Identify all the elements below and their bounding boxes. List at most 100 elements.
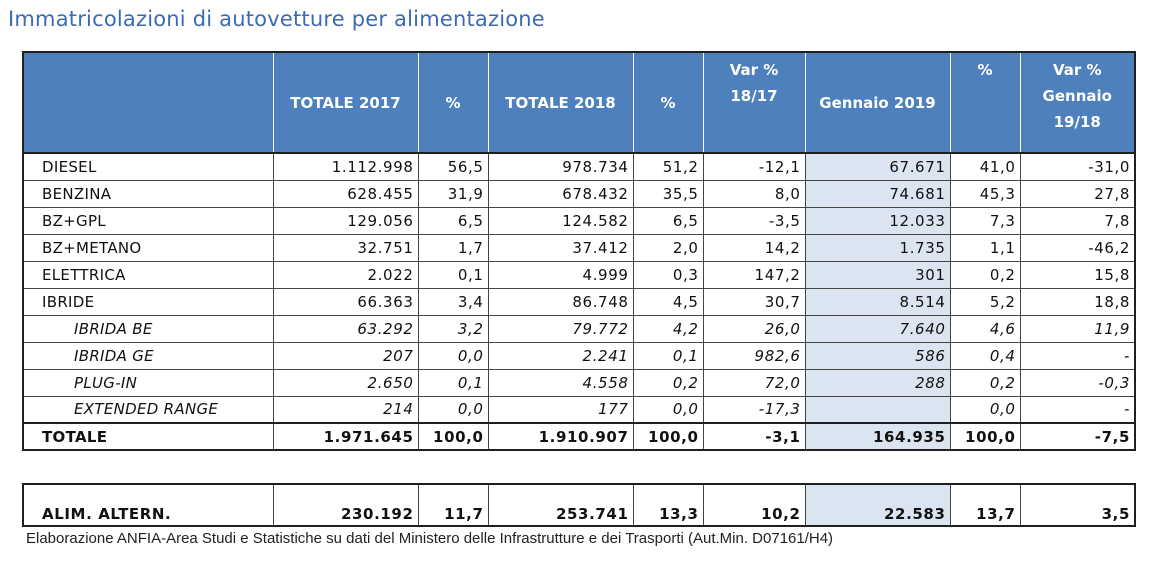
cell-pct-gennaio: 4,6 — [949, 315, 1021, 343]
cell-pct-gennaio: 0,4 — [949, 342, 1021, 370]
cell-pct-gennaio: 0,2 — [949, 369, 1021, 397]
cell-pct-2017: 0,0 — [417, 342, 489, 370]
cell-totale-2018: 86.748 — [487, 288, 634, 316]
header-pct-2017: % — [417, 52, 489, 153]
cell-totale-2018: 4.999 — [487, 261, 634, 289]
cell-pct-2017: 1,7 — [417, 234, 489, 262]
cell-pct-2018: 0,3 — [632, 261, 704, 289]
cell-gennaio-2019 — [804, 396, 951, 424]
cell-totale-2017: 1.971.645 — [272, 422, 419, 451]
table-row: ELETTRICA 2.022 0,1 4.999 0,3 147,2 301 0,2 15,8 — [22, 261, 1136, 289]
cell-pct-2017: 56,5 — [417, 153, 489, 181]
alt-row: ALIM. ALTERN. 230.192 11,7 253.741 13,3 … — [22, 484, 1136, 526]
row-label: IBRIDA GE — [22, 342, 274, 370]
cell-totale-2018: 4.558 — [487, 369, 634, 397]
cell-totale-2018: 978.734 — [487, 153, 634, 181]
cell-pct-2017: 3,4 — [417, 288, 489, 316]
cell-pct-2018: 2,0 — [632, 234, 704, 262]
cell-pct-2018: 6,5 — [632, 207, 704, 235]
cell-var-18-17: 72,0 — [702, 369, 806, 397]
cell-pct-gennaio: 7,3 — [949, 207, 1021, 235]
cell-pct-2018: 51,2 — [632, 153, 704, 181]
cell-totale-2017: 207 — [272, 342, 419, 370]
cell-pct-2018: 4,2 — [632, 315, 704, 343]
header-pct-2018: % — [632, 52, 704, 153]
cell-gennaio-2019: 586 — [804, 342, 951, 370]
cell-gennaio-2019: 8.514 — [804, 288, 951, 316]
cell-pct-2017: 31,9 — [417, 180, 489, 208]
cell-totale-2017: 2.650 — [272, 369, 419, 397]
cell-totale-2018: 678.432 — [487, 180, 634, 208]
table-row: PLUG-IN 2.650 0,1 4.558 0,2 72,0 288 0,2 -0,3 — [22, 369, 1136, 397]
cell-var-18-17: 982,6 — [702, 342, 806, 370]
cell-pct-gennaio: 13,7 — [949, 484, 1021, 526]
cell-var-gennaio: 15,8 — [1019, 261, 1136, 289]
cell-pct-2018: 13,3 — [632, 484, 704, 526]
alt-fuel-table: ALIM. ALTERN. 230.192 11,7 253.741 13,3 … — [22, 483, 1136, 527]
cell-pct-gennaio: 1,1 — [949, 234, 1021, 262]
cell-pct-2017: 0,1 — [417, 369, 489, 397]
cell-pct-2018: 0,0 — [632, 396, 704, 424]
cell-gennaio-2019: 22.583 — [804, 484, 951, 526]
cell-totale-2018: 177 — [487, 396, 634, 424]
cell-pct-2017: 0,0 — [417, 396, 489, 424]
header-pct-gennaio: % — [949, 52, 1021, 153]
cell-totale-2018: 253.741 — [487, 484, 634, 526]
cell-gennaio-2019: 301 — [804, 261, 951, 289]
cell-var-18-17: 14,2 — [702, 234, 806, 262]
cell-totale-2018: 124.582 — [487, 207, 634, 235]
cell-var-gennaio: 3,5 — [1019, 484, 1136, 526]
cell-var-gennaio: - — [1019, 342, 1136, 370]
cell-var-gennaio: -0,3 — [1019, 369, 1136, 397]
cell-totale-2017: 63.292 — [272, 315, 419, 343]
table-row: EXTENDED RANGE 214 0,0 177 0,0 -17,3 0,0- — [22, 396, 1136, 424]
cell-pct-gennaio: 41,0 — [949, 153, 1021, 181]
header-gennaio-2019: Gennaio 2019 — [804, 52, 951, 153]
row-label: TOTALE — [22, 422, 274, 451]
total-row: TOTALE 1.971.645 100,0 1.910.907 100,0 -3,1 16… — [22, 422, 1136, 451]
table-row: BENZINA 628.455 31,9 678.432 35,5 8,0 74.681 45… — [22, 180, 1136, 208]
cell-pct-gennaio: 0,0 — [949, 396, 1021, 424]
row-label: BZ+GPL — [22, 207, 274, 235]
cell-pct-2017: 3,2 — [417, 315, 489, 343]
cell-gennaio-2019: 12.033 — [804, 207, 951, 235]
cell-totale-2017: 129.056 — [272, 207, 419, 235]
registrations-table: TOTALE 2017 % TOTALE 2018 % Var % 18/17 … — [22, 51, 1136, 451]
table-row: BZ+GPL 129.056 6,5 124.582 6,5 -3,5 12.033 7,3 7… — [22, 207, 1136, 235]
cell-pct-2017: 100,0 — [417, 422, 489, 451]
table-row: BZ+METANO 32.751 1,7 37.412 2,0 14,2 1.735 1,1-… — [22, 234, 1136, 262]
cell-var-gennaio: -46,2 — [1019, 234, 1136, 262]
page-title: Immatricolazioni di autovetture per alim… — [8, 7, 545, 31]
row-label: IBRIDE — [22, 288, 274, 316]
cell-totale-2018: 1.910.907 — [487, 422, 634, 451]
row-label: IBRIDA BE — [22, 315, 274, 343]
row-label: ALIM. ALTERN. — [22, 484, 274, 526]
header-totale-2017: TOTALE 2017 — [272, 52, 419, 153]
row-label: ELETTRICA — [22, 261, 274, 289]
table-row: IBRIDA BE 63.292 3,2 79.772 4,2 26,0 7.640 4,6 1… — [22, 315, 1136, 343]
cell-gennaio-2019: 74.681 — [804, 180, 951, 208]
cell-pct-gennaio: 45,3 — [949, 180, 1021, 208]
cell-pct-2018: 100,0 — [632, 422, 704, 451]
cell-gennaio-2019: 164.935 — [804, 422, 951, 451]
cell-var-gennaio: 18,8 — [1019, 288, 1136, 316]
header-label — [22, 52, 274, 153]
cell-var-gennaio: 11,9 — [1019, 315, 1136, 343]
cell-var-18-17: 26,0 — [702, 315, 806, 343]
header-var-18-17: Var % 18/17 — [702, 52, 806, 153]
table-row: IBRIDA GE 207 0,0 2.241 0,1 982,6 586 0,4- — [22, 342, 1136, 370]
cell-totale-2017: 230.192 — [272, 484, 419, 526]
cell-gennaio-2019: 7.640 — [804, 315, 951, 343]
row-label: DIESEL — [22, 153, 274, 181]
cell-var-gennaio: 7,8 — [1019, 207, 1136, 235]
cell-totale-2018: 37.412 — [487, 234, 634, 262]
cell-pct-gennaio: 100,0 — [949, 422, 1021, 451]
cell-totale-2018: 79.772 — [487, 315, 634, 343]
cell-pct-2017: 6,5 — [417, 207, 489, 235]
cell-var-18-17: 8,0 — [702, 180, 806, 208]
cell-totale-2017: 2.022 — [272, 261, 419, 289]
table-row: DIESEL 1.112.998 56,5 978.734 51,2 -12,1 67.67… — [22, 153, 1136, 181]
row-label: BENZINA — [22, 180, 274, 208]
cell-var-18-17: 30,7 — [702, 288, 806, 316]
row-label: BZ+METANO — [22, 234, 274, 262]
